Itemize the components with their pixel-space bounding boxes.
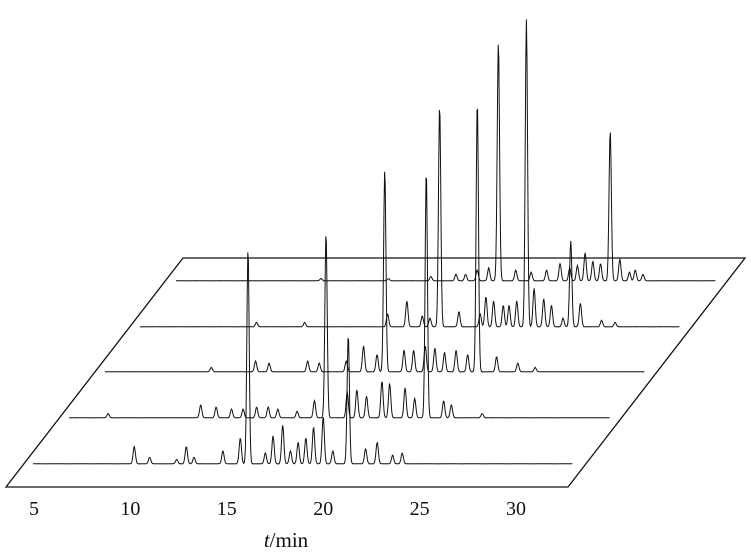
x-tick-label-15: 15 — [217, 498, 237, 520]
chromatogram-trace-2 — [69, 177, 610, 419]
x-axis-label-unit: /min — [270, 528, 309, 552]
x-axis-label: t/min — [264, 528, 309, 552]
x-axis-label-var: t — [264, 528, 271, 552]
trace-layer — [33, 19, 716, 465]
floor-plane — [4, 257, 747, 488]
chromatogram-trace-5 — [175, 44, 716, 282]
x-tick-label-5: 5 — [29, 498, 39, 520]
chromatogram-trace-4 — [139, 19, 680, 328]
chromatogram-trace-1 — [33, 252, 573, 465]
x-tick-label-25: 25 — [410, 498, 430, 520]
x-axis-ticks: 5 10 15 20 25 30 — [29, 498, 526, 520]
x-tick-label-30: 30 — [506, 498, 526, 520]
chromatogram-trace-3 — [104, 108, 645, 373]
x-tick-label-10: 10 — [120, 498, 140, 520]
x-tick-label-20: 20 — [313, 498, 333, 520]
